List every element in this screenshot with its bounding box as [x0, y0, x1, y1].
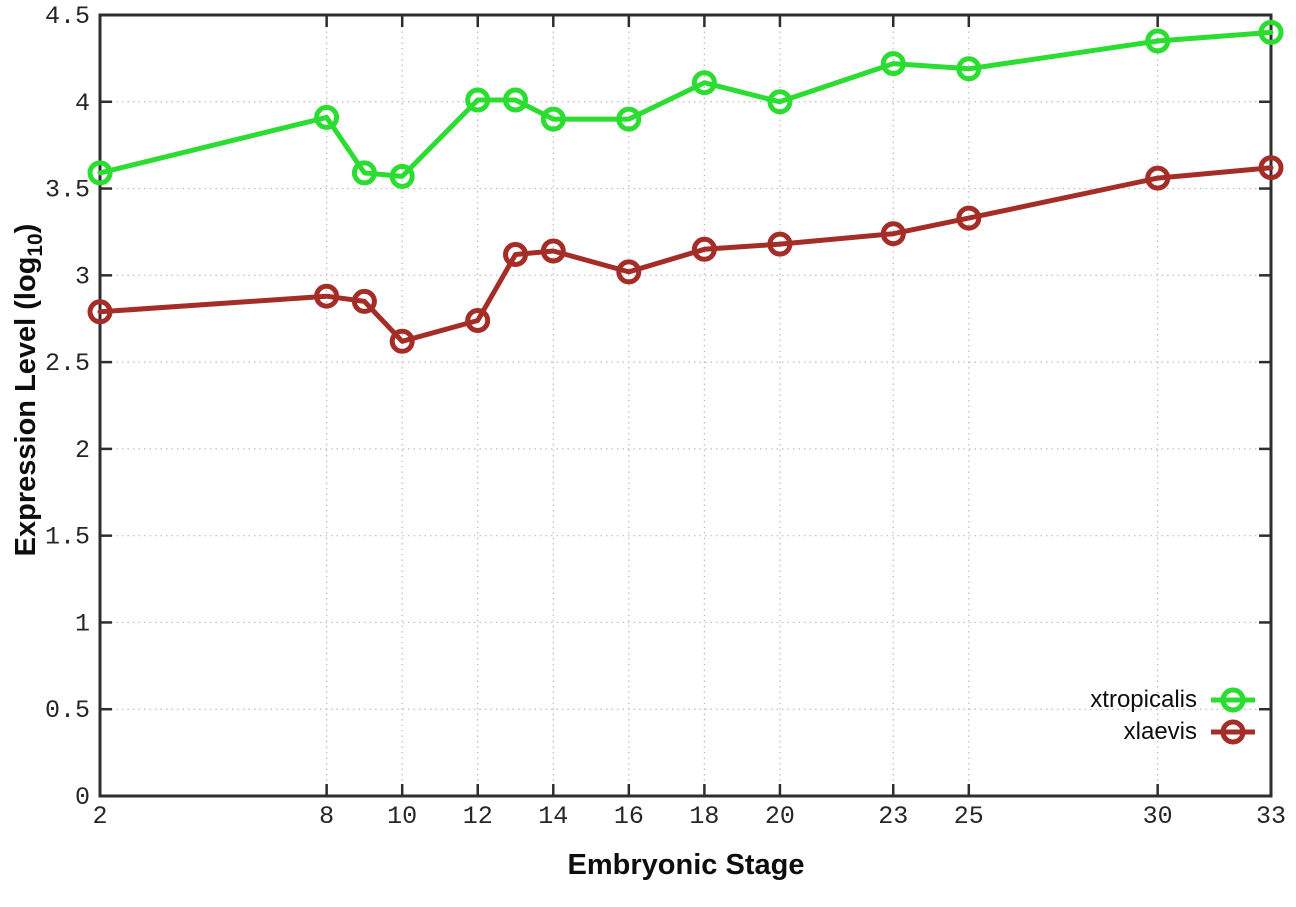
- data-point-xtropicalis-stage-23: [880, 51, 906, 77]
- data-point-xtropicalis-stage-10: [389, 163, 415, 189]
- data-point-xlaevis-stage-18: [691, 236, 717, 262]
- data-point-xtropicalis-stage-20: [767, 89, 793, 115]
- x-tick-label-14: 14: [538, 802, 568, 831]
- x-tick-label-25: 25: [954, 802, 984, 831]
- data-point-xlaevis-stage-16: [616, 259, 642, 285]
- y-axis-label-subscript: 10: [23, 233, 47, 257]
- data-point-xlaevis-stage-10: [389, 328, 415, 354]
- data-point-xlaevis-stage-23: [880, 221, 906, 247]
- series-line-xtropicalis: [97, 29, 1274, 179]
- data-point-xlaevis-stage-30: [1145, 165, 1171, 191]
- data-point-xtropicalis-stage-9: [351, 160, 377, 186]
- y-tick-label-3.5: 3.5: [45, 176, 90, 205]
- y-tick-label-4: 4: [75, 89, 90, 118]
- legend-label-xtropicalis: xtropicalis: [1090, 685, 1197, 713]
- data-point-xlaevis-stage-9: [351, 288, 377, 314]
- data-point-xtropicalis-stage-12: [465, 87, 491, 113]
- data-point-xtropicalis-stage-16: [616, 106, 642, 132]
- data-point-xlaevis-stage-33: [1258, 155, 1284, 181]
- x-tick-label-33: 33: [1256, 802, 1286, 831]
- x-tick-label-10: 10: [387, 802, 417, 831]
- y-axis-label-main: Expression Level (log: [10, 256, 42, 557]
- data-point-xtropicalis-stage-2: [87, 160, 113, 186]
- legend-item-xlaevis: xlaevis: [1090, 716, 1256, 747]
- x-tick-label-16: 16: [614, 802, 644, 831]
- x-axis-label: Embryonic Stage: [567, 849, 805, 881]
- x-tick-label-8: 8: [319, 802, 334, 831]
- x-tick-label-23: 23: [878, 802, 908, 831]
- y-tick-label-0.5: 0.5: [45, 696, 90, 725]
- x-tick-label-12: 12: [463, 802, 493, 831]
- x-tick-label-2: 2: [92, 802, 107, 831]
- legend-key-xtropicalis-icon: [1211, 687, 1255, 712]
- y-tick-label-3: 3: [75, 262, 90, 291]
- series-line-xlaevis: [97, 165, 1274, 344]
- y-tick-label-1: 1: [75, 609, 90, 638]
- y-axis-label-text: Expression Level (log10): [10, 223, 47, 557]
- y-tick-label-4.5: 4.5: [45, 2, 90, 31]
- legend: xtropicalis xlaevis: [1090, 684, 1256, 747]
- x-tick-label-30: 30: [1143, 802, 1173, 831]
- data-point-xlaevis-stage-2: [87, 299, 113, 325]
- data-point-xlaevis-stage-8: [314, 283, 340, 309]
- y-axis-label-close: ): [10, 223, 42, 234]
- data-point-xtropicalis-stage-25: [956, 56, 982, 82]
- data-point-xtropicalis-stage-13: [503, 87, 528, 113]
- data-point-xtropicalis-stage-18: [691, 70, 717, 96]
- legend-label-xlaevis: xlaevis: [1123, 717, 1197, 745]
- data-point-xtropicalis-stage-33: [1258, 19, 1284, 45]
- x-tick-label-20: 20: [765, 802, 795, 831]
- y-tick-label-2.5: 2.5: [45, 349, 90, 378]
- y-tick-label-2: 2: [75, 436, 90, 465]
- y-tick-label-1.5: 1.5: [45, 523, 90, 552]
- legend-key-xlaevis-icon: [1211, 719, 1255, 744]
- data-point-xlaevis-stage-25: [956, 205, 982, 231]
- data-point-xlaevis-stage-12: [465, 308, 491, 333]
- data-point-xlaevis-stage-13: [503, 242, 528, 267]
- plot-border: [98, 13, 1273, 798]
- legend-item-xtropicalis: xtropicalis: [1090, 684, 1256, 715]
- data-point-xtropicalis-stage-14: [540, 106, 566, 132]
- data-point-xtropicalis-stage-8: [314, 104, 340, 130]
- data-point-xlaevis-stage-14: [540, 238, 566, 264]
- data-point-xtropicalis-stage-30: [1145, 28, 1171, 54]
- x-tick-label-18: 18: [689, 802, 719, 831]
- y-tick-label-0: 0: [75, 783, 90, 812]
- data-point-xlaevis-stage-20: [767, 231, 793, 257]
